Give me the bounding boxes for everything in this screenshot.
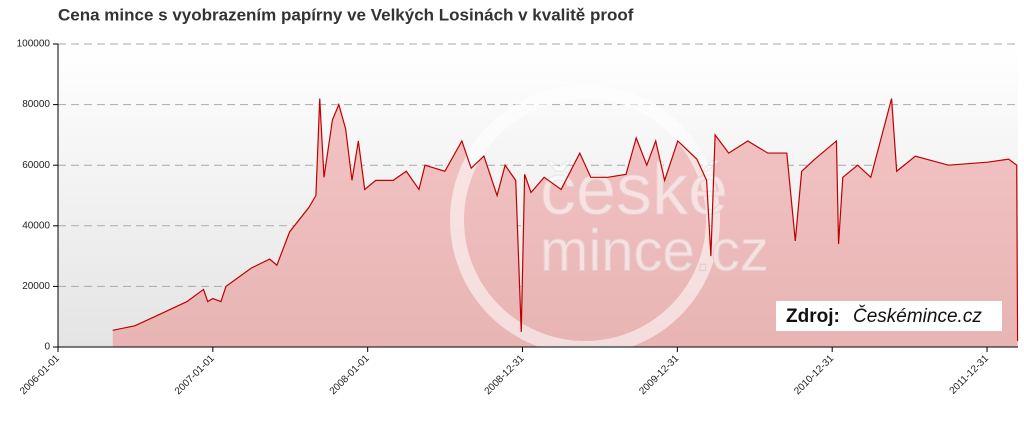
x-tick-label: 2008-12-31 bbox=[483, 353, 527, 397]
x-tick-label: 2008-01-01 bbox=[328, 353, 372, 397]
source-label: Zdroj: bbox=[786, 306, 840, 327]
source: Českémince.cz bbox=[853, 305, 982, 327]
y-tick-label: 80000 bbox=[22, 99, 50, 110]
area bbox=[112, 98, 1018, 347]
y-tick-label: 0 bbox=[44, 342, 50, 353]
source-box bbox=[776, 301, 1002, 331]
watermark-ring bbox=[450, 85, 720, 355]
y-tick-label: 60000 bbox=[22, 160, 50, 171]
y-tick-label: 20000 bbox=[22, 281, 50, 292]
x-tick-label: 2011-12-31 bbox=[948, 353, 992, 397]
watermark: české bbox=[540, 150, 728, 230]
y-tick-label: 100000 bbox=[17, 39, 51, 50]
x-tick-label: 2009-12-31 bbox=[637, 353, 681, 397]
line bbox=[112, 98, 1019, 341]
x-tick-label: 2006-01-01 bbox=[18, 353, 62, 397]
x-tick-label: 2010-12-31 bbox=[792, 353, 836, 397]
watermark: mince.cz bbox=[540, 218, 769, 283]
x-tick-label: 2007-01-01 bbox=[173, 353, 217, 397]
y-tick-label: 40000 bbox=[22, 220, 50, 231]
chart-title: Cena mince s vyobrazením papírny ve Velk… bbox=[58, 5, 634, 24]
